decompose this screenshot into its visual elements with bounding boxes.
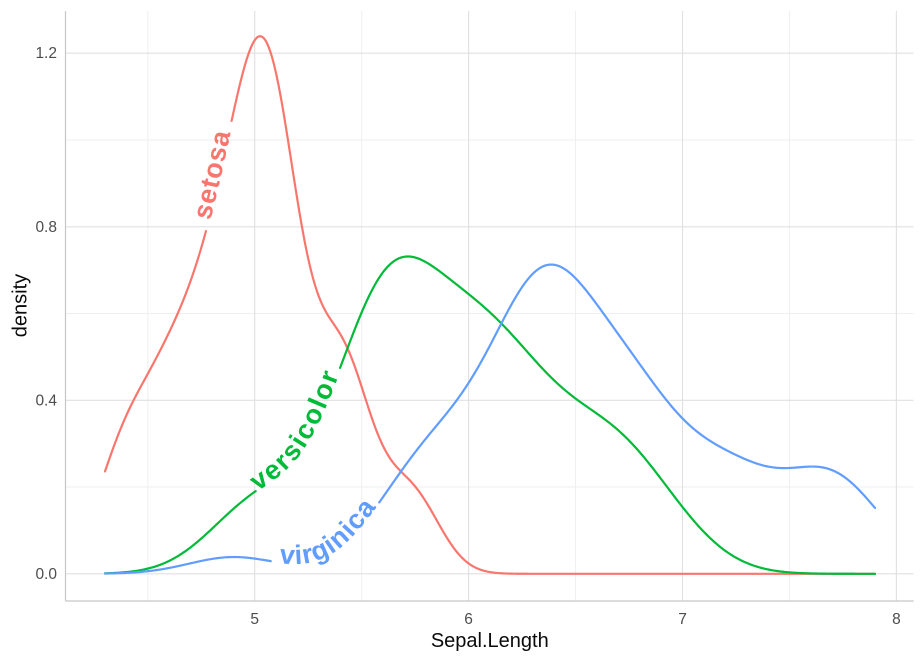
svg-text:Sepal.Length: Sepal.Length <box>431 630 549 652</box>
svg-text:6: 6 <box>464 611 473 628</box>
svg-text:0.0: 0.0 <box>35 566 57 583</box>
svg-text:0.8: 0.8 <box>35 219 57 236</box>
svg-text:5: 5 <box>250 611 259 628</box>
svg-text:7: 7 <box>678 611 687 628</box>
svg-text:0.4: 0.4 <box>35 392 57 409</box>
svg-text:8: 8 <box>892 611 901 628</box>
svg-text:1.2: 1.2 <box>35 45 57 62</box>
svg-text:density: density <box>10 274 32 337</box>
